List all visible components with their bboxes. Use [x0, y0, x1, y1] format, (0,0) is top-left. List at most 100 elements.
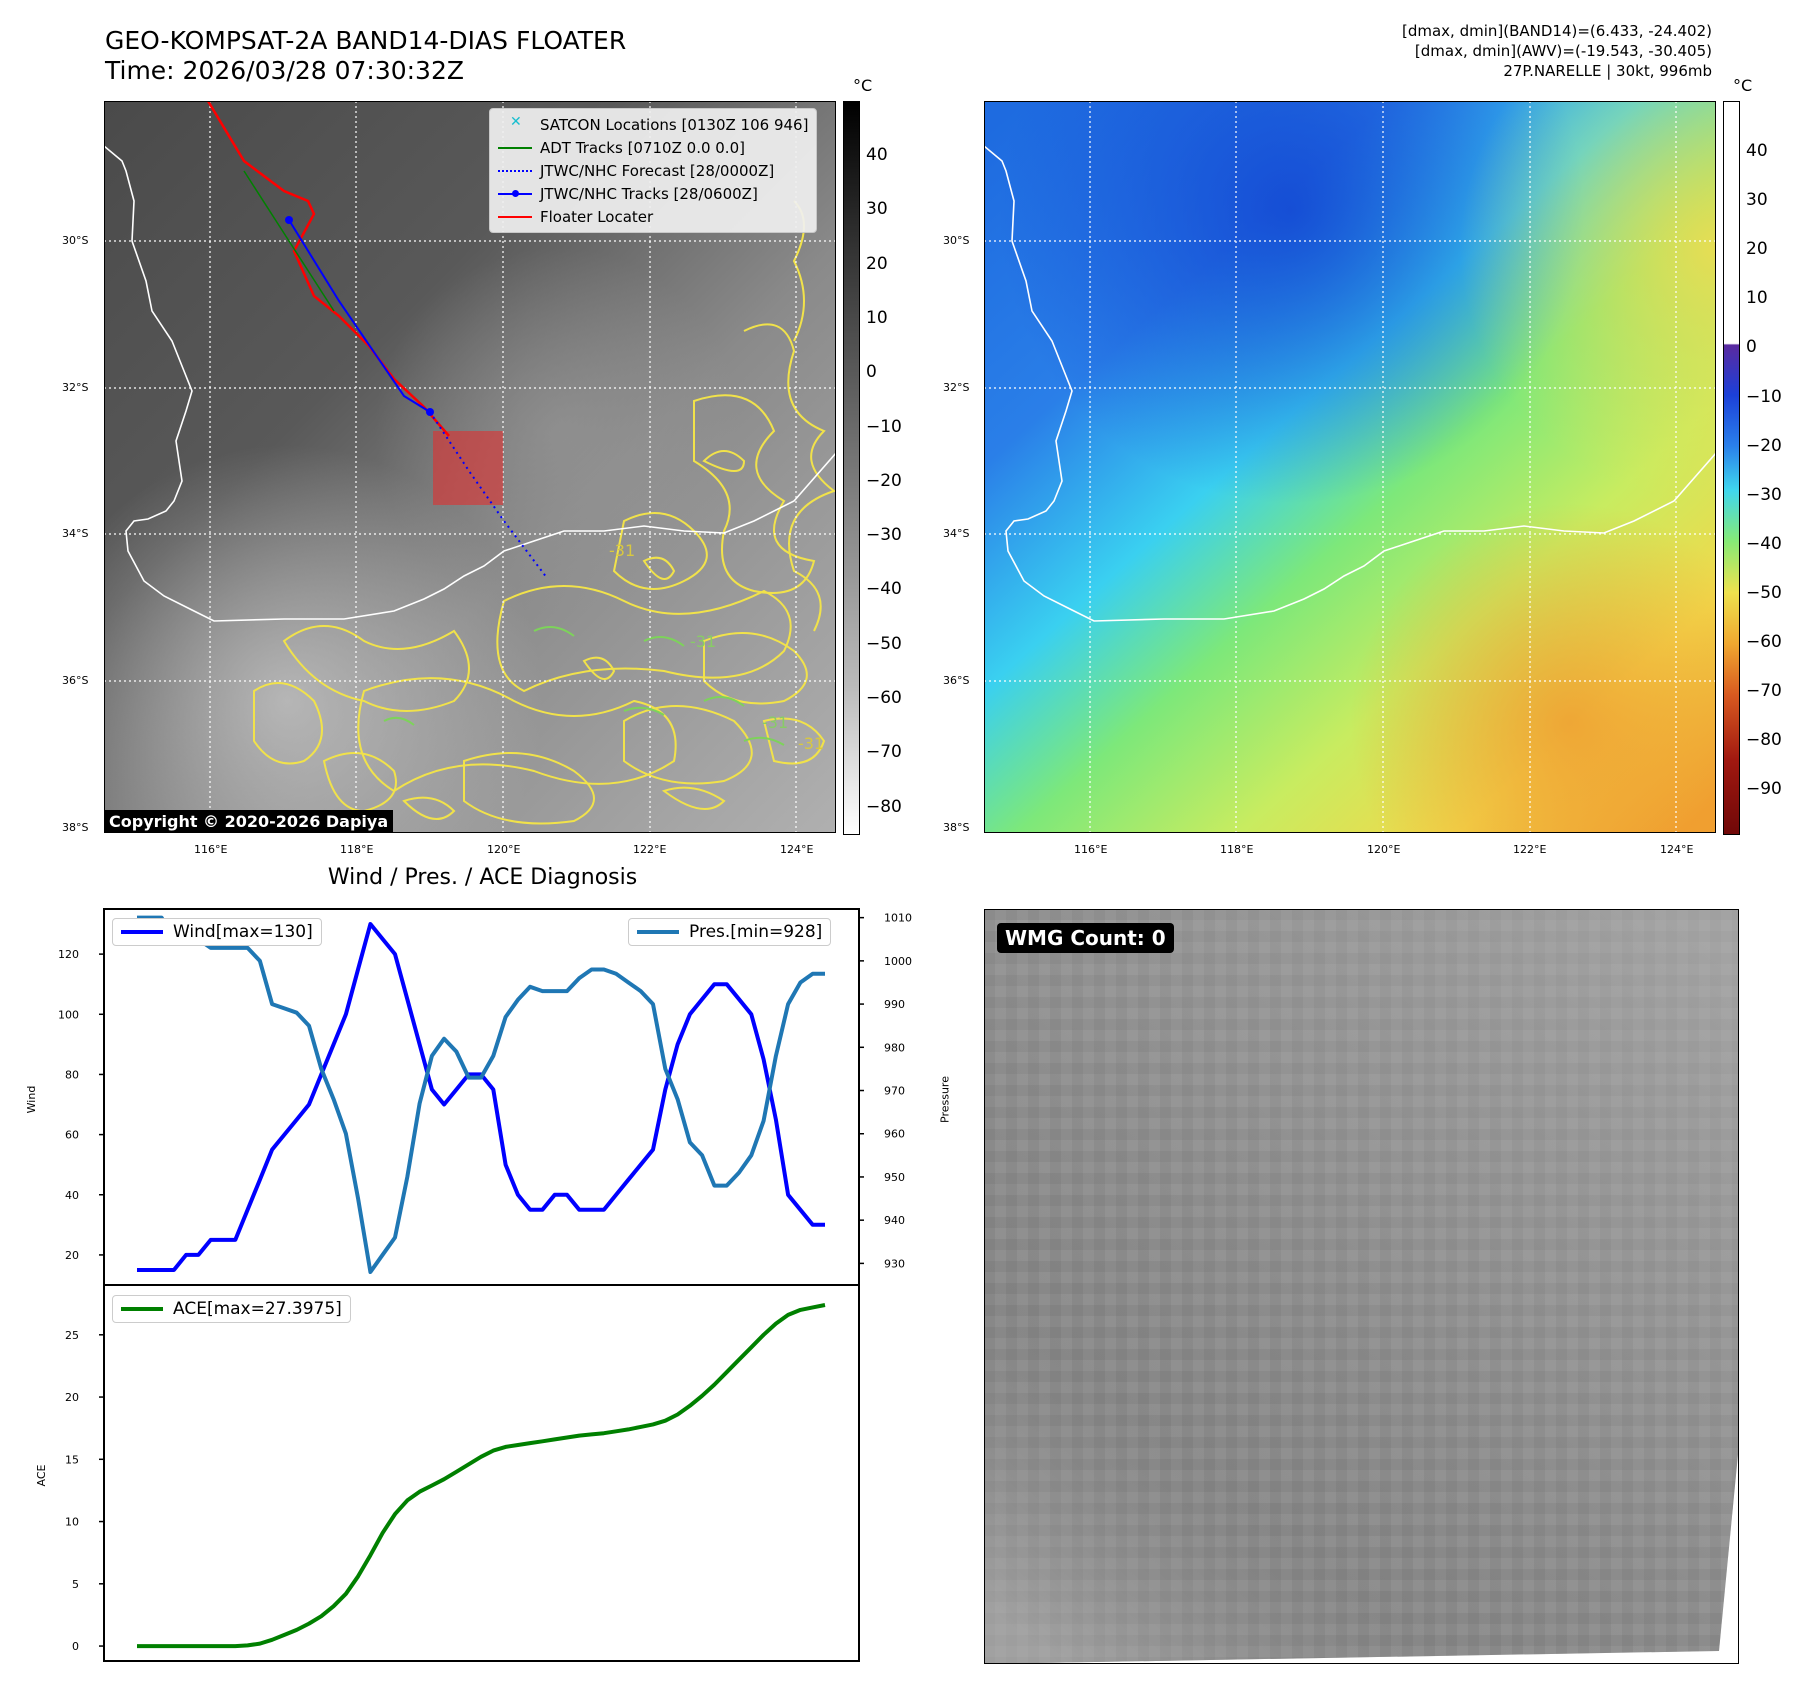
lat-label: 32°S [62, 381, 89, 394]
ir-colorbar-tick: 30 [866, 199, 888, 220]
contour-lines [253, 200, 836, 825]
legend-item-floater: Floater Locater [498, 205, 808, 228]
ir-colorbar-tick: −50 [866, 633, 902, 654]
lat-label: 38°S [943, 821, 970, 834]
floater-line-icon [498, 212, 532, 222]
ir-colorbar [843, 101, 860, 835]
ace-panel [103, 1284, 860, 1662]
awv-colorbar-tick: 30 [1746, 190, 1768, 211]
legend-label: Floater Locater [540, 207, 654, 226]
ir-colorbar-tick: −10 [866, 416, 902, 437]
lon-label: 124°E [780, 843, 814, 856]
lon-label: 122°E [633, 843, 667, 856]
ace-axis-label: ACE [35, 1464, 48, 1487]
lon-label: 116°E [1074, 843, 1108, 856]
pressure-tick-label: 950 [884, 1171, 905, 1184]
wind-tick-label: 40 [65, 1189, 79, 1202]
ir-colorbar-tick: 0 [866, 362, 877, 383]
jtwc-track-point [285, 216, 293, 224]
ace-tick-label: 0 [72, 1640, 79, 1653]
wmg-panel [984, 909, 1739, 1664]
awv-colorbar-tick: −90 [1746, 779, 1782, 800]
lon-label: 118°E [340, 843, 374, 856]
wmg-count-label: WMG Count: 0 [997, 923, 1174, 953]
wind-tick-label: 60 [65, 1129, 79, 1142]
pressure-tick-label: 1000 [884, 955, 912, 968]
contour-lines-cold [383, 626, 785, 746]
coastline [104, 145, 836, 622]
awv-colorbar-tick: −50 [1746, 582, 1782, 603]
contour-label: -31 [609, 541, 635, 560]
lat-label: 30°S [62, 234, 89, 247]
ace-tick-label: 10 [65, 1516, 79, 1529]
ir-colorbar-tick: 20 [866, 253, 888, 274]
ir-colorbar-unit: °C [853, 76, 873, 95]
ace-tick-label: 25 [65, 1329, 79, 1342]
adt-track [243, 170, 335, 312]
awv-colorbar-unit: °C [1733, 76, 1753, 95]
pressure-legend-label: Pres.[min=928] [689, 922, 823, 942]
contour-label: -31 [690, 632, 716, 651]
copyright-label: Copyright © 2020-2026 Dapiya [104, 810, 394, 833]
awv-colorbar-tick: −60 [1746, 632, 1782, 652]
pressure-legend: Pres.[min=928] [628, 918, 832, 946]
map-gridlines [984, 101, 1716, 833]
awv-colorbar-tick: 0 [1746, 337, 1757, 358]
ace-legend-label: ACE[max=27.3975] [173, 1299, 342, 1319]
chart-title-line1: GEO-KOMPSAT-2A BAND14-DIAS FLOATER [105, 26, 627, 55]
pressure-tick-label: 960 [884, 1128, 905, 1141]
wind-tick-label: 80 [65, 1068, 79, 1081]
awv-colorbar-tick: 10 [1746, 288, 1768, 309]
lon-label: 120°E [1367, 843, 1401, 856]
lon-label: 122°E [1513, 843, 1547, 856]
awv-colorbar-tick: −70 [1746, 681, 1782, 702]
pressure-series-line [137, 915, 825, 1274]
awv-colorbar-tick: 20 [1746, 239, 1768, 260]
legend-item-jtwc-forecast: JTWC/NHC Forecast [28/0000Z] [498, 159, 808, 182]
contour-label: -31 [798, 734, 824, 753]
lat-label: 36°S [943, 674, 970, 687]
track-line-icon [498, 189, 532, 199]
floater-track [206, 101, 450, 437]
info-line1: [dmax, dmin](BAND14)=(6.433, -24.402) [1401, 22, 1712, 40]
lon-label: 120°E [487, 843, 521, 856]
info-line2: [dmax, dmin](AWV)=(-19.543, -30.405) [1414, 42, 1712, 60]
ir-colorbar-tick: 10 [866, 307, 888, 328]
ace-line-icon [121, 1307, 163, 1311]
awv-colorbar-tick: 40 [1746, 141, 1768, 161]
satcon-marker-icon: ✕ [510, 113, 522, 130]
contour-label: -31 [762, 713, 788, 732]
awv-colorbar-tick: −10 [1746, 386, 1782, 407]
ir-colorbar-tick: −80 [866, 796, 902, 817]
ir-colorbar-tick: −30 [866, 525, 902, 546]
lat-label: 34°S [62, 527, 89, 540]
awv-colorbar-tick: −40 [1746, 533, 1782, 554]
lat-label: 36°S [62, 674, 89, 687]
ir-colorbar-tick: −60 [866, 688, 902, 708]
pressure-tick-label: 1010 [884, 912, 912, 925]
wind-tick-label: 120 [58, 948, 79, 961]
pressure-tick-label: 990 [884, 998, 905, 1011]
awv-colorbar-tick: −80 [1746, 730, 1782, 751]
lon-label: 116°E [194, 843, 228, 856]
diagnosis-chart: 2040608010012093094095096097098099010001… [58, 908, 912, 1662]
ir-colorbar-tick: −20 [866, 470, 902, 491]
wind-axis-label: Wind [25, 1085, 38, 1114]
wind-line-icon [121, 930, 163, 934]
ir-colorbar-tick: −70 [866, 742, 902, 763]
pressure-tick-label: 980 [884, 1041, 905, 1054]
jtwc-track [288, 219, 431, 413]
lat-label: 30°S [943, 234, 970, 247]
legend-item-satcon: ✕ SATCON Locations [0130Z 106 946] [498, 113, 808, 136]
map-legend: ✕ SATCON Locations [0130Z 106 946] ADT T… [489, 108, 818, 233]
pressure-tick-label: 930 [884, 1257, 905, 1270]
legend-label: JTWC/NHC Forecast [28/0000Z] [540, 161, 775, 180]
info-line3: 27P.NARELLE | 30kt, 996mb [1503, 62, 1712, 80]
awv-colorbar [1723, 101, 1740, 835]
lat-label: 34°S [943, 527, 970, 540]
wind-pressure-panel [103, 908, 860, 1286]
wind-tick-label: 20 [65, 1249, 79, 1262]
lon-label: 124°E [1660, 843, 1694, 856]
legend-item-jtwc-tracks: JTWC/NHC Tracks [28/0600Z] [498, 182, 808, 205]
wind-legend-label: Wind[max=130] [173, 922, 313, 942]
